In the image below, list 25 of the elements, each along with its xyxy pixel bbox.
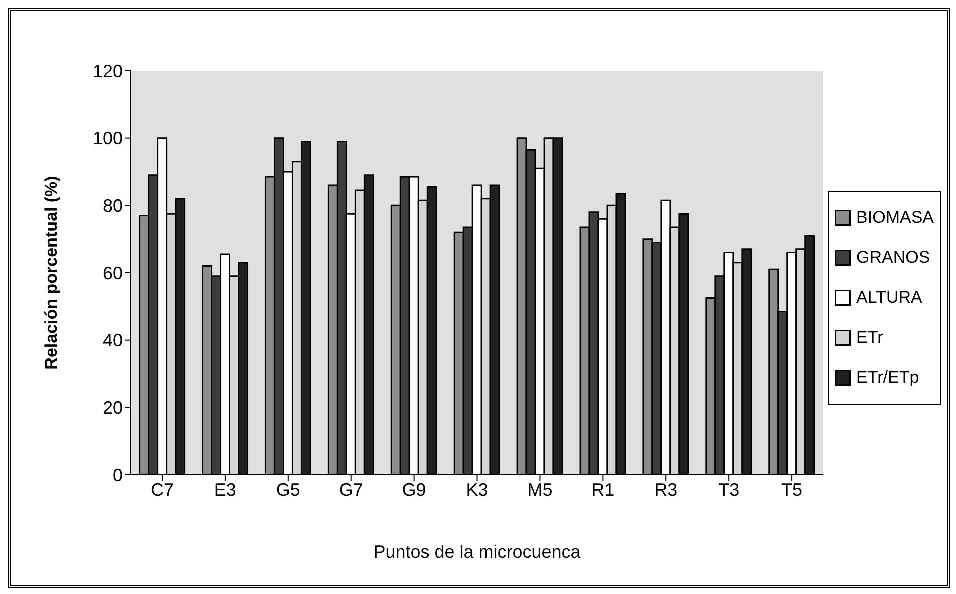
legend-label: ETr/ETp: [856, 368, 920, 388]
x-tick-label: T3: [718, 480, 740, 500]
y-tick-label: 40: [102, 330, 123, 351]
x-tick-label: R1: [592, 480, 615, 500]
legend-label: GRANOS: [856, 248, 930, 268]
y-tick-label: 60: [102, 263, 123, 284]
y-axis-title: Relación porcentual (%): [42, 176, 62, 370]
x-tick-label: M5: [528, 480, 553, 500]
x-axis-title: Puntos de la microcuenca: [374, 542, 582, 562]
y-tick-label: 120: [92, 61, 123, 82]
y-tick-label: 80: [102, 196, 123, 216]
y-tick-label: 100: [92, 128, 123, 149]
x-tick-label: R3: [654, 480, 678, 500]
legend-label: BIOMASA: [856, 208, 934, 228]
x-tick-label: K3: [466, 480, 488, 500]
y-tick-label: 0: [112, 465, 123, 486]
x-tick-label: T5: [782, 480, 803, 500]
legend-label: ALTURA: [856, 288, 922, 308]
x-tick-label: G5: [276, 480, 300, 500]
x-tick-label: C7: [150, 480, 174, 500]
y-tick-label: 20: [102, 398, 123, 418]
x-tick-label: E3: [214, 480, 236, 500]
x-tick-label: G9: [402, 480, 426, 500]
x-tick-label: G7: [339, 480, 364, 500]
legend-label: ETr: [856, 328, 884, 348]
